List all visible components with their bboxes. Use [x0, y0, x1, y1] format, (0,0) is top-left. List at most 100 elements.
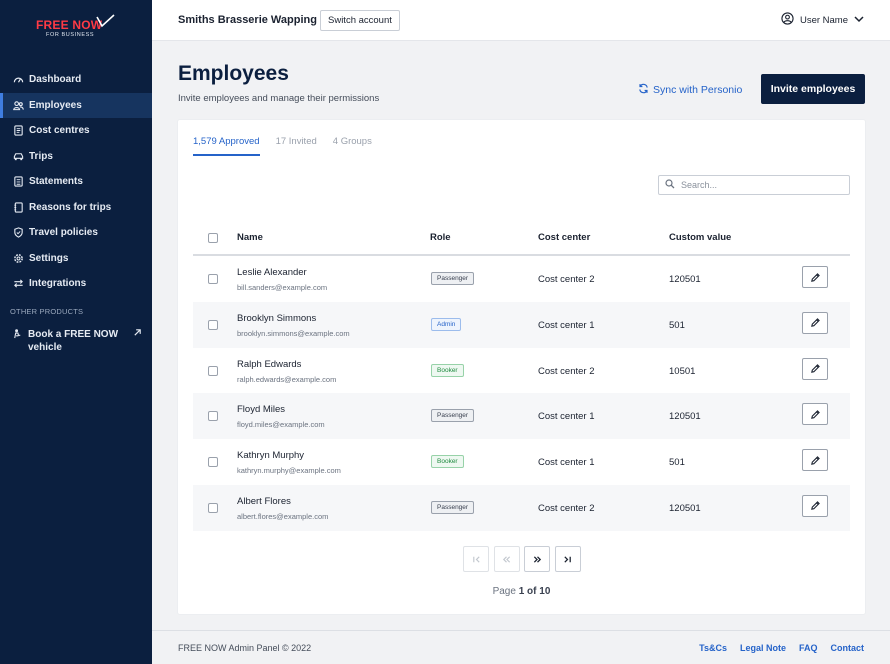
pencil-icon	[810, 455, 820, 465]
sidebar-item-reasons-for-trips[interactable]: Reasons for trips	[0, 195, 152, 221]
legal-note-link[interactable]: Legal Note	[739, 643, 786, 653]
external-arrow-icon	[133, 328, 142, 341]
sidebar-item-label: Book a FREE NOW vehicle	[28, 329, 119, 353]
page-subtitle: Invite employees and manage their permis…	[178, 93, 380, 104]
user-menu[interactable]: User Name	[781, 12, 864, 28]
sidebar-item-statements[interactable]: Statements	[0, 169, 152, 195]
shield-icon	[12, 227, 24, 239]
custom-value-cell: 501	[669, 319, 685, 331]
document-icon	[12, 176, 24, 188]
employee-name[interactable]: Leslie Alexander	[237, 267, 307, 278]
role-badge: Passenger	[431, 409, 475, 423]
column-header-custom-value[interactable]: Custom value	[669, 232, 732, 243]
switch-account-button[interactable]: Switch account	[320, 10, 400, 31]
select-all-checkbox[interactable]	[208, 233, 218, 243]
row-checkbox[interactable]	[208, 319, 218, 330]
logo-tagline: FOR BUSINESS	[46, 32, 95, 38]
tab-groups[interactable]: 4 Groups	[332, 136, 372, 147]
custom-value-cell: 120501	[669, 411, 701, 423]
employees-card: 1,579 Approved 17 Invited 4 Groups Name …	[178, 120, 865, 614]
table-row: Brooklyn Simmons brooklyn.simmons@exampl…	[193, 301, 850, 348]
row-checkbox[interactable]	[208, 502, 218, 513]
logo-wordmark: FREE NOW	[36, 18, 103, 32]
search-box	[658, 175, 850, 195]
contact-link[interactable]: Contact	[830, 643, 865, 653]
custom-value-cell: 501	[669, 457, 685, 469]
sync-icon	[638, 83, 649, 97]
footer: FREE NOW Admin Panel © 2022 Ts&Cs Legal …	[152, 630, 890, 664]
column-header-role[interactable]: Role	[430, 232, 451, 243]
row-checkbox[interactable]	[208, 411, 218, 422]
sidebar-item-cost-centres[interactable]: Cost centres	[0, 118, 152, 144]
notebook-icon	[12, 201, 24, 213]
sidebar-item-travel-policies[interactable]: Travel policies	[0, 220, 152, 246]
table-row: Albert Flores albert.flores@example.com …	[193, 484, 850, 531]
edit-button[interactable]	[802, 266, 828, 288]
sidebar-item-label: Dashboard	[29, 74, 82, 86]
pencil-icon	[810, 410, 820, 419]
sidebar-item-label: Trips	[29, 150, 53, 162]
row-checkbox[interactable]	[208, 457, 218, 468]
page-title: Employees	[178, 62, 289, 85]
sidebar-item-employees[interactable]: Employees	[0, 92, 152, 118]
footer-links: Ts&Cs Legal Note FAQ Contact	[686, 643, 864, 653]
copyright: FREE NOW Admin Panel © 2022	[178, 643, 312, 653]
role-badge: Booker	[431, 455, 464, 469]
employee-name[interactable]: Kathryn Murphy	[237, 450, 305, 462]
chevron-down-icon	[854, 15, 864, 26]
row-checkbox[interactable]	[208, 365, 218, 376]
column-header-name[interactable]: Name	[237, 232, 263, 243]
row-checkbox[interactable]	[208, 274, 218, 284]
terms-link[interactable]: Ts&Cs	[699, 643, 727, 653]
person-icon	[12, 328, 24, 340]
sidebar-item-label: Settings	[29, 252, 69, 264]
pencil-icon	[810, 501, 820, 511]
car-icon	[12, 150, 24, 162]
edit-button[interactable]	[802, 357, 828, 380]
company-name: Smiths Brasserie Wapping	[178, 14, 317, 26]
first-page-button[interactable]	[463, 546, 489, 572]
edit-button[interactable]	[802, 403, 828, 426]
search-input[interactable]	[681, 180, 841, 190]
user-avatar-icon	[781, 12, 794, 28]
employee-email: floyd.miles@example.com	[237, 420, 325, 430]
invite-employees-button[interactable]: Invite employees	[761, 74, 865, 104]
table-header: Name Role Cost center Custom value	[193, 220, 850, 256]
tab-invited[interactable]: 17 Invited	[275, 136, 317, 147]
next-page-button[interactable]	[524, 546, 550, 572]
gear-icon	[12, 252, 24, 264]
page-indicator: Page 1 of 10	[178, 586, 865, 597]
employee-name[interactable]: Albert Flores	[237, 495, 291, 507]
sidebar: FREE NOW FOR BUSINESS Dashboard Employee…	[0, 0, 152, 664]
edit-button[interactable]	[802, 311, 828, 334]
sidebar-item-label: Employees	[29, 99, 82, 111]
employee-name[interactable]: Ralph Edwards	[237, 358, 302, 370]
sidebar-item-settings[interactable]: Settings	[0, 246, 152, 272]
free-now-logo[interactable]: FREE NOW FOR BUSINESS	[36, 14, 118, 40]
employee-email: ralph.edwards@example.com	[237, 374, 337, 384]
sidebar-item-dashboard[interactable]: Dashboard	[0, 67, 152, 93]
gauge-icon	[12, 74, 24, 86]
pencil-icon	[810, 272, 820, 282]
sidebar-item-trips[interactable]: Trips	[0, 144, 152, 170]
employee-name[interactable]: Floyd Miles	[237, 404, 286, 416]
sidebar-item-label: Statements	[29, 176, 83, 188]
column-header-cost-center[interactable]: Cost center	[538, 232, 591, 243]
table-row: Floyd Miles floyd.miles@example.com Pass…	[193, 393, 850, 440]
double-chevron-left-icon	[502, 555, 511, 563]
sidebar-nav: Dashboard Employees Cost centres Trips S…	[0, 67, 152, 297]
faq-link[interactable]: FAQ	[798, 643, 818, 653]
previous-page-button[interactable]	[493, 546, 520, 572]
sync-personio-link[interactable]: Sync with Personio	[638, 83, 742, 97]
role-badge: Passenger	[431, 500, 475, 514]
tab-approved[interactable]: 1,579 Approved	[193, 136, 260, 156]
edit-button[interactable]	[802, 449, 828, 472]
sidebar-item-label: Integrations	[29, 278, 87, 290]
top-bar: Smiths Brasserie Wapping Switch account …	[152, 0, 890, 41]
last-page-button[interactable]	[554, 546, 581, 572]
edit-button[interactable]	[802, 494, 828, 517]
employee-name[interactable]: Brooklyn Simmons	[237, 312, 317, 324]
sidebar-item-integrations[interactable]: Integrations	[0, 271, 152, 297]
user-name: User Name	[799, 14, 848, 26]
sidebar-item-book-vehicle[interactable]: Book a FREE NOW vehicle	[12, 328, 142, 354]
